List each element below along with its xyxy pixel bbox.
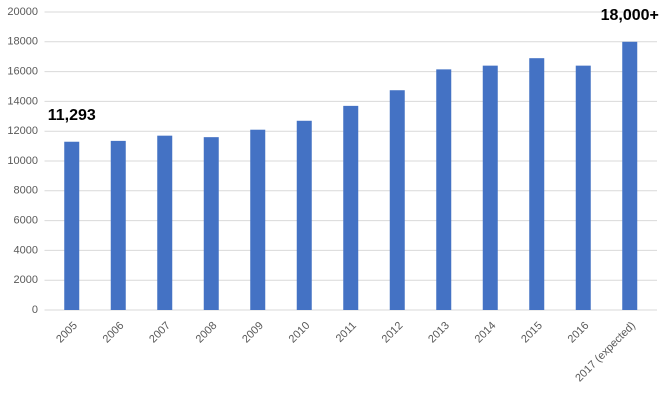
- bar: [436, 69, 452, 311]
- x-tick-label: 2012: [380, 320, 406, 346]
- y-tick-label: 8000: [14, 185, 38, 197]
- bar: [64, 141, 80, 310]
- x-tick-label: 2007: [147, 320, 173, 346]
- y-tick-label: 14000: [7, 95, 38, 107]
- y-tick-label: 16000: [7, 66, 38, 78]
- x-tick-label: 2005: [54, 320, 80, 346]
- bar: [250, 129, 266, 310]
- x-tick-label: 2014: [473, 320, 499, 346]
- bar: [575, 65, 591, 310]
- x-tick-label: 2008: [194, 320, 220, 346]
- bar: [110, 140, 126, 310]
- bar: [157, 135, 173, 310]
- y-tick-label: 2000: [14, 274, 38, 286]
- bar: [343, 105, 359, 311]
- value-label: 18,000+: [601, 7, 659, 24]
- bar: [296, 120, 312, 311]
- y-tick-label: 12000: [7, 125, 38, 137]
- bar: [482, 65, 498, 310]
- x-tick-label: 2011: [334, 320, 359, 345]
- bar: [203, 137, 219, 310]
- y-tick-label: 6000: [14, 215, 38, 227]
- x-tick-label: 2010: [287, 320, 313, 346]
- x-tick-label: 2009: [240, 320, 266, 346]
- bar: [529, 58, 545, 310]
- y-tick-label: 20000: [7, 6, 38, 18]
- y-tick-label: 10000: [7, 155, 38, 167]
- x-tick-label: 2013: [426, 320, 452, 346]
- bar: [389, 90, 405, 310]
- bar: [622, 41, 638, 311]
- x-tick-label: 2006: [101, 320, 127, 346]
- y-tick-label: 18000: [7, 36, 38, 48]
- x-tick-label: 2016: [566, 320, 592, 346]
- y-tick-label: 4000: [14, 244, 38, 256]
- value-label: 11,293: [48, 107, 96, 124]
- x-tick-label: 2015: [519, 320, 545, 346]
- y-tick-label: 0: [32, 304, 38, 316]
